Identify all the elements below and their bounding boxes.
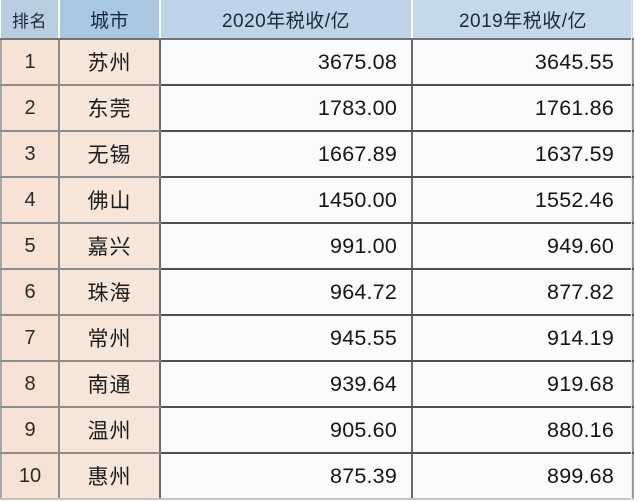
column-header-rank[interactable]: 排名	[1, 0, 60, 40]
cell-tax-2019[interactable]: 919.68	[412, 361, 634, 408]
cell-city[interactable]: 嘉兴	[59, 223, 161, 270]
cell-tax-2020[interactable]: 991.00	[160, 223, 413, 270]
cell-tax-2019[interactable]: 877.82	[412, 269, 634, 316]
header-row: 排名 城市 2020年税收/亿 2019年税收/亿	[1, 0, 633, 40]
cell-city[interactable]: 无锡	[59, 131, 161, 178]
cell-tax-2019[interactable]: 1761.86	[412, 85, 634, 132]
cell-city[interactable]: 佛山	[59, 177, 161, 224]
cell-city[interactable]: 南通	[59, 361, 161, 408]
table-row[interactable]: 2 东莞 1783.00 1761.86	[0, 85, 634, 132]
table-row[interactable]: 4 佛山 1450.00 1552.46	[0, 177, 634, 224]
cell-rank[interactable]: 10	[0, 453, 60, 500]
cell-tax-2020[interactable]: 3675.08	[160, 39, 413, 86]
table-header: 排名 城市 2020年税收/亿 2019年税收/亿	[1, 0, 633, 40]
cell-tax-2019[interactable]: 914.19	[412, 315, 634, 362]
cell-tax-2020[interactable]: 964.72	[160, 269, 413, 316]
cell-tax-2020[interactable]: 1783.00	[160, 85, 413, 132]
cell-rank[interactable]: 9	[0, 407, 60, 454]
cell-tax-2019[interactable]: 3645.55	[412, 39, 634, 86]
cell-rank[interactable]: 5	[0, 223, 60, 270]
cell-rank[interactable]: 3	[0, 131, 60, 178]
cell-rank[interactable]: 2	[0, 85, 60, 132]
sheet-bottom-clip	[0, 498, 640, 502]
cell-rank[interactable]: 8	[0, 361, 60, 408]
cell-city[interactable]: 东莞	[59, 85, 161, 132]
cell-city[interactable]: 常州	[59, 315, 161, 362]
table-row[interactable]: 1 苏州 3675.08 3645.55	[0, 39, 634, 86]
table-row[interactable]: 3 无锡 1667.89 1637.59	[0, 131, 634, 178]
table-row[interactable]: 10 惠州 875.39 899.68	[0, 453, 634, 500]
table-row[interactable]: 6 珠海 964.72 877.82	[0, 269, 634, 316]
column-header-city[interactable]: 城市	[59, 0, 161, 40]
cell-rank[interactable]: 1	[0, 39, 60, 86]
table-row[interactable]: 7 常州 945.55 914.19	[0, 315, 634, 362]
cell-tax-2020[interactable]: 1450.00	[160, 177, 413, 224]
cell-tax-2019[interactable]: 1637.59	[412, 131, 634, 178]
cell-city[interactable]: 惠州	[59, 453, 161, 500]
cell-tax-2019[interactable]: 899.68	[412, 453, 634, 500]
cell-tax-2020[interactable]: 905.60	[160, 407, 413, 454]
cell-rank[interactable]: 7	[0, 315, 60, 362]
cell-rank[interactable]: 4	[0, 177, 60, 224]
cell-tax-2020[interactable]: 945.55	[160, 315, 413, 362]
column-header-tax-2020[interactable]: 2020年税收/亿	[160, 0, 413, 40]
cell-city[interactable]: 珠海	[59, 269, 161, 316]
cell-tax-2020[interactable]: 1667.89	[160, 131, 413, 178]
sheet-right-edge	[631, 0, 632, 502]
table-row[interactable]: 5 嘉兴 991.00 949.60	[0, 223, 634, 270]
cell-tax-2020[interactable]: 875.39	[160, 453, 413, 500]
cell-tax-2019[interactable]: 880.16	[412, 407, 634, 454]
cell-city[interactable]: 苏州	[59, 39, 161, 86]
cell-tax-2020[interactable]: 939.64	[160, 361, 413, 408]
column-header-tax-2019[interactable]: 2019年税收/亿	[412, 0, 633, 40]
cell-tax-2019[interactable]: 1552.46	[412, 177, 634, 224]
table-body: 1 苏州 3675.08 3645.55 2 东莞 1783.00 1761.86 3 无锡 166…	[0, 39, 634, 500]
cell-city[interactable]: 温州	[59, 407, 161, 454]
cell-rank[interactable]: 6	[0, 269, 60, 316]
table-row[interactable]: 9 温州 905.60 880.16	[0, 407, 634, 454]
cell-tax-2019[interactable]: 949.60	[412, 223, 634, 270]
table-row[interactable]: 8 南通 939.64 919.68	[0, 361, 634, 408]
